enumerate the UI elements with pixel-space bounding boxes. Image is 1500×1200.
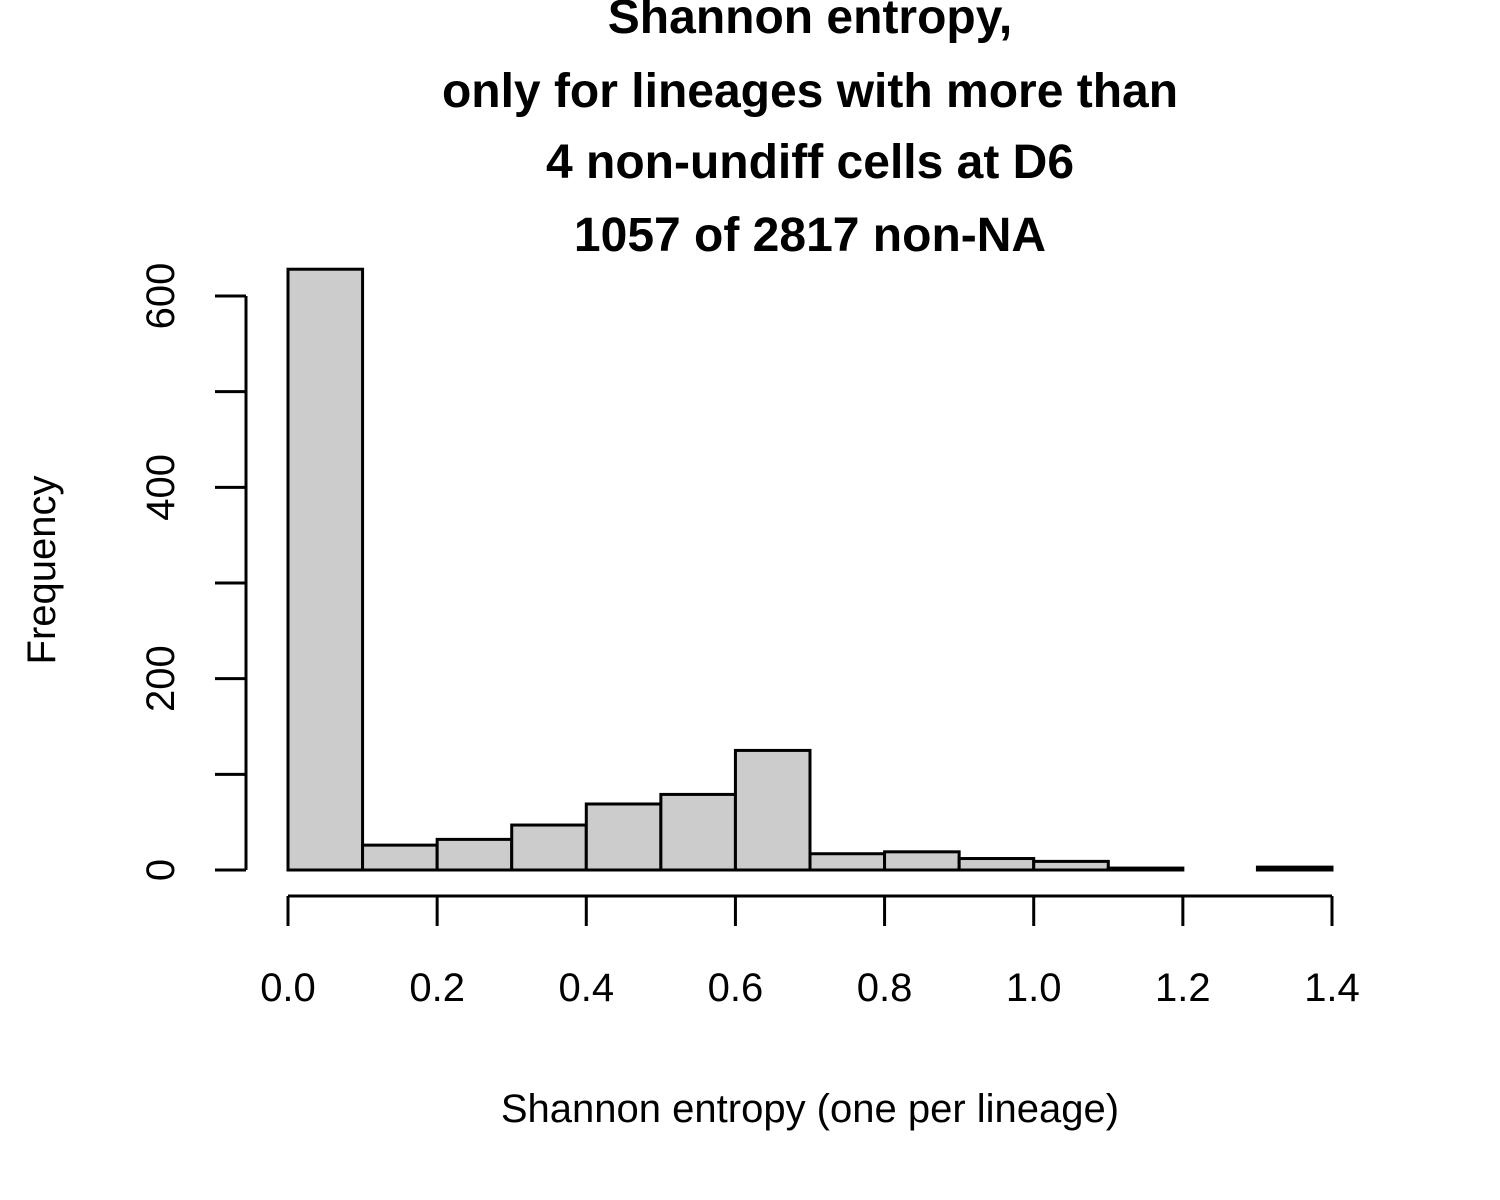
histogram-bar: [883, 850, 961, 872]
title-line-2: only for lineages with more than: [442, 65, 1178, 118]
histogram-bar: [435, 837, 514, 872]
x-tick-label: 1.0: [1006, 966, 1062, 1010]
chart-title: Shannon entropy, only for lineages with m…: [442, 0, 1178, 262]
histogram-bar: [286, 267, 365, 872]
x-tick-label: 1.2: [1155, 966, 1211, 1010]
histogram-bar: [659, 792, 737, 872]
y-tick-label: 200: [139, 645, 183, 712]
x-tick-label: 0.0: [260, 966, 316, 1010]
title-line-1: Shannon entropy,: [608, 0, 1012, 44]
y-tick-label: 600: [139, 263, 183, 330]
x-axis: 0.0 0.2 0.4 0.6 0.8 1.0 1.2 1.4: [260, 894, 1360, 1010]
y-tick-label: 400: [139, 454, 183, 521]
x-tick-label: 0.2: [409, 966, 465, 1010]
histogram-bar: [733, 748, 812, 872]
x-tick-label: 1.4: [1304, 966, 1360, 1010]
x-tick-label: 0.8: [857, 966, 913, 1010]
histogram-bar: [1032, 859, 1110, 872]
y-axis-label: Frequency: [20, 476, 64, 665]
y-tick-label: 0: [139, 859, 183, 881]
x-tick-label: 0.6: [708, 966, 764, 1010]
y-axis: 0 200 400 600: [139, 263, 248, 881]
histogram-bar: [584, 802, 663, 872]
x-tick-label: 0.4: [558, 966, 614, 1010]
histogram-bar: [1255, 865, 1334, 872]
histogram-bar: [1106, 866, 1185, 872]
histogram-bar: [808, 852, 887, 872]
histogram-bar: [510, 823, 588, 872]
histogram-bar: [361, 843, 439, 872]
x-axis-label: Shannon entropy (one per lineage): [501, 1087, 1119, 1131]
histogram-bars: [286, 267, 1334, 872]
title-line-4: 1057 of 2817 non-NA: [574, 209, 1046, 262]
histogram-bar: [957, 857, 1036, 872]
title-line-3: 4 non-undiff cells at D6: [546, 136, 1074, 189]
